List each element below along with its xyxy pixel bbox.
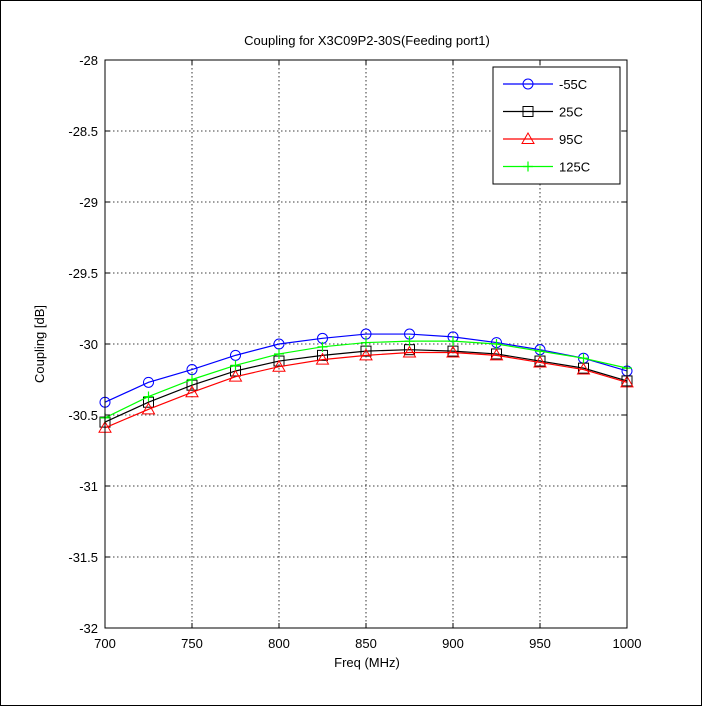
legend-label: -55C: [559, 77, 587, 92]
y-tick-label: -32: [79, 621, 98, 636]
data-point: [141, 402, 156, 415]
legend-marker: [522, 106, 534, 117]
data-point: [228, 369, 243, 382]
legend-label: 95C: [559, 132, 583, 147]
series-line: [104, 349, 628, 423]
data-point: [317, 341, 328, 352]
y-tick-label: -31.5: [68, 550, 98, 565]
data-point: [402, 345, 417, 358]
y-tick-label: -30.5: [68, 408, 98, 423]
x-tick-label: 850: [355, 636, 377, 651]
y-tick-label: -29.5: [68, 266, 98, 281]
data-point: [535, 346, 545, 357]
y-tick-label: -28.5: [68, 124, 98, 139]
data-point: [404, 336, 415, 347]
data-point: [489, 348, 504, 361]
y-tick-label: -30: [79, 337, 98, 352]
data-point: [143, 376, 154, 388]
y-tick-label: -29: [79, 195, 98, 210]
legend-item: 25C: [503, 105, 583, 120]
data-point: [576, 362, 591, 375]
x-axis-label: Freq (MHz): [334, 655, 400, 670]
legend-box: [492, 66, 621, 185]
y-tick-label: -28: [79, 53, 98, 68]
data-point: [274, 348, 284, 359]
x-tick-label: 1000: [613, 636, 642, 651]
data-point: [359, 348, 373, 361]
data-point: [578, 353, 589, 364]
legend-marker: [523, 161, 533, 172]
data-point: [185, 385, 199, 398]
chart-title: Coupling for X3C09P2-30S(Feeding port1): [244, 33, 490, 48]
data-point: [143, 391, 154, 402]
data-point: [491, 339, 502, 349]
y-tick-label: -31: [79, 479, 98, 494]
legend-item: 95C: [503, 131, 583, 147]
y-axis-label: Coupling [dB]: [32, 305, 47, 383]
data-point: [230, 360, 241, 371]
legend-marker: [522, 78, 534, 90]
data-point: [272, 359, 286, 372]
data-point: [533, 355, 547, 368]
x-tick-label: 950: [529, 636, 551, 651]
data-point: [448, 336, 458, 347]
legend-item: -55C: [503, 77, 587, 92]
data-point: [315, 352, 330, 365]
data-point: [361, 337, 371, 348]
data-point: [187, 374, 197, 385]
x-tick-label: 700: [94, 636, 116, 651]
legend-label: 125C: [559, 160, 590, 175]
data-point: [446, 345, 460, 358]
axis-ticks: 700 750 800 850 900 950 1000 -32 -31.5 -31 -30.5 -3…: [68, 53, 641, 651]
series-line: [104, 351, 628, 429]
legend-label: 25C: [559, 105, 583, 120]
legend-item: 125C: [503, 160, 590, 175]
legend: -55C 25C 95C 125C: [492, 66, 621, 185]
x-tick-label: 800: [268, 636, 290, 651]
legend-marker: [521, 131, 535, 144]
x-tick-label: 900: [442, 636, 464, 651]
x-tick-label: 750: [181, 636, 203, 651]
